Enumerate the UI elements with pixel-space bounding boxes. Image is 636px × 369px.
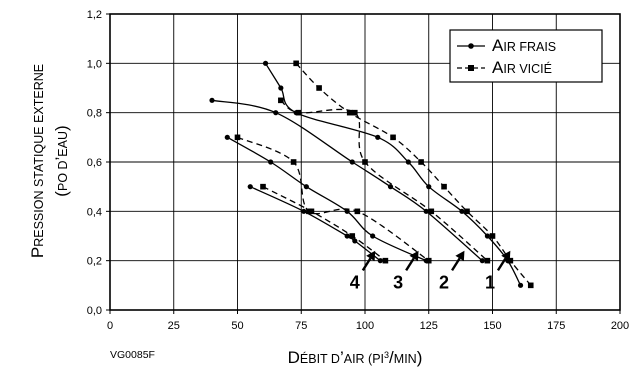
point-vicie-4-0 [260, 183, 266, 190]
arrow-4 [361, 250, 376, 272]
legend-marker-frais [468, 43, 474, 49]
curve-label-4: 4 [350, 272, 360, 292]
y-tick-label-2: 0,4 [87, 206, 102, 218]
point-frais-3-0 [224, 134, 230, 140]
point-vicie-3-3 [354, 208, 361, 215]
line-frais-curve-4 [250, 186, 381, 262]
point-frais-2-5 [479, 258, 485, 264]
x-tick-label-5: 125 [420, 320, 438, 332]
point-frais-3-4 [370, 233, 376, 239]
arrow-1 [496, 250, 511, 272]
figure-code: VG0085F [110, 349, 155, 361]
point-vicie-1-6 [464, 208, 470, 215]
point-vicie-1-2 [346, 109, 353, 116]
x-tick-label-4: 100 [356, 320, 374, 332]
point-frais-4-2 [344, 233, 350, 239]
line-frais-curve-1 [264, 62, 522, 286]
point-frais-1-9 [517, 282, 524, 288]
point-frais-3-3 [344, 208, 350, 214]
point-vicie-4-1 [308, 208, 315, 215]
point-frais-1-3 [375, 134, 381, 140]
point-frais-4-3 [352, 238, 358, 244]
line-vicie-curve-4 [262, 186, 386, 262]
legend-entry-vicie: AIR VICIÉ [457, 58, 552, 77]
curve-label-1: 1 [485, 272, 495, 292]
legend: AIR FRAIS AIR VICIÉ [449, 29, 603, 83]
point-vicie-2-5 [484, 257, 491, 264]
series-lines [211, 62, 532, 286]
legend-entry-frais: AIR FRAIS [457, 36, 556, 55]
point-frais-1-0 [262, 60, 269, 66]
point-vicie-3-0 [234, 134, 241, 141]
point-vicie-1-1 [316, 85, 322, 91]
x-tick-label-7: 175 [547, 320, 565, 332]
point-vicie-1-0 [293, 60, 299, 67]
point-frais-1-5 [426, 184, 432, 190]
point-frais-1-6 [459, 208, 465, 214]
x-tick-label-0: 0 [107, 320, 113, 332]
point-vicie-2-1 [295, 109, 302, 116]
point-vicie-4-3 [382, 257, 389, 264]
line-frais-curve-2 [211, 99, 483, 262]
legend-box [449, 29, 603, 83]
x-tick-label-3: 75 [295, 320, 307, 332]
point-frais-4-1 [301, 208, 307, 214]
point-frais-2-1 [273, 110, 279, 116]
y-tick-label-6: 1,2 [87, 9, 102, 21]
point-vicie-3-1 [290, 159, 297, 165]
point-frais-2-4 [423, 208, 429, 214]
y-tick-label-5: 1,0 [87, 58, 102, 70]
y-axis-title-line1: PRESSION STATIQUE EXTERNE [28, 64, 47, 258]
point-frais-2-2 [349, 159, 355, 165]
legend-marker-vicie [468, 65, 474, 71]
line-vicie-curve-1 [295, 62, 532, 286]
arrow-3 [405, 250, 419, 272]
y-tick-label-4: 0,8 [87, 108, 102, 120]
point-vicie-1-5 [441, 183, 447, 190]
line-vicie-curve-3 [237, 136, 430, 262]
point-vicie-1-9 [527, 282, 534, 289]
annotations: 4 3 2 1 [350, 250, 511, 292]
point-frais-3-1 [268, 159, 274, 165]
point-vicie-2-4 [428, 208, 435, 215]
point-vicie-3-4 [425, 257, 432, 264]
axes: 0 25 50 75 100 125 150 175 200 0,0 0,2 0,4 0,6 0,8 1,0… [87, 9, 629, 332]
point-vicie-2-0 [278, 97, 284, 104]
point-vicie-1-3 [390, 134, 396, 141]
y-tick-label-0: 0,0 [87, 305, 102, 317]
point-frais-3-2 [303, 184, 309, 190]
y-axis-title-line2: (PO D’EAU) [52, 125, 71, 196]
point-frais-1-4 [405, 159, 411, 165]
point-vicie-2-3 [362, 159, 368, 165]
line-vicie-curve-2 [280, 99, 488, 262]
point-vicie-1-8 [507, 257, 514, 264]
point-vicie-1-4 [418, 159, 424, 165]
point-frais-4-0 [247, 184, 253, 190]
y-tick-label-3: 0,6 [87, 157, 102, 169]
arrow-2 [451, 250, 465, 272]
y-tick-label-1: 0,2 [87, 256, 102, 268]
point-frais-2-0 [209, 97, 215, 103]
legend-label-vicie: AIR VICIÉ [492, 58, 552, 77]
point-vicie-1-7 [489, 233, 496, 239]
x-axis-title: DÉBIT D’AIR (PI3/MIN) [288, 348, 423, 367]
x-tick-label-8: 200 [611, 320, 629, 332]
point-vicie-2-2 [352, 109, 358, 116]
point-vicie-4-2 [349, 233, 356, 239]
point-frais-1-1 [278, 85, 284, 91]
x-tick-label-2: 50 [231, 320, 243, 332]
point-frais-4-4 [377, 258, 383, 264]
point-frais-2-3 [387, 184, 394, 190]
line-frais-curve-3 [226, 136, 427, 262]
point-frais-1-7 [484, 233, 490, 239]
curve-label-2: 2 [439, 272, 449, 292]
x-tick-label-1: 25 [168, 320, 180, 332]
legend-label-frais: AIR FRAIS [492, 36, 556, 55]
curve-label-3: 3 [393, 272, 403, 292]
x-tick-label-6: 150 [483, 320, 501, 332]
